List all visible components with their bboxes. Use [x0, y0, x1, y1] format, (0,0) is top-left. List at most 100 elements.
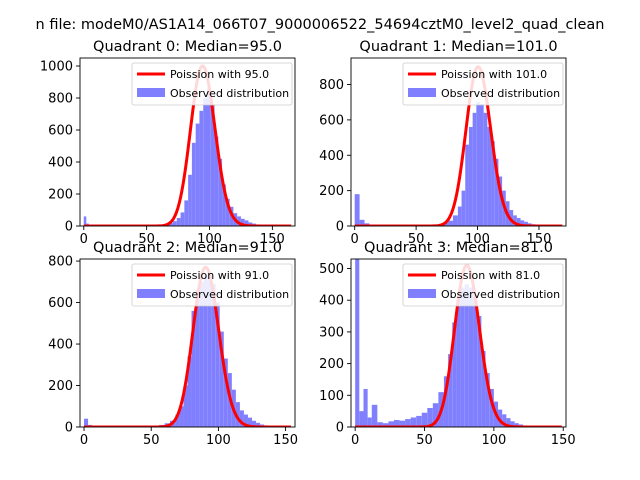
subplot-title: Quadrant 3: Median=81.0: [364, 240, 553, 256]
y-tick-label: 200: [319, 184, 344, 199]
x-tick-label: 150: [527, 232, 552, 247]
histogram-bar: [477, 316, 482, 427]
axes-frame: [79, 258, 296, 428]
y-tick-label: 200: [319, 357, 344, 372]
plot-area: [354, 65, 563, 226]
histogram-bar: [452, 215, 458, 226]
legend-frame: [402, 62, 564, 106]
histogram-bar: [427, 407, 433, 427]
legend-swatch-observed: [137, 88, 165, 97]
x-tick-label: 50: [416, 433, 433, 448]
histogram-bar: [399, 420, 406, 427]
legend-label-observed: Observed distribution: [441, 87, 560, 100]
legend-swatch-observed: [408, 289, 436, 298]
y-tick-label: 200: [48, 188, 73, 203]
histogram-bar: [195, 123, 200, 226]
y-tick-label: 100: [319, 389, 344, 404]
histogram-bar: [199, 281, 204, 427]
histogram-bar: [195, 290, 200, 427]
histogram-bar: [371, 404, 378, 427]
histogram-bar: [485, 373, 490, 427]
histogram-bar: [468, 126, 473, 226]
histogram-bar: [448, 220, 453, 226]
histogram-bar: [222, 184, 226, 226]
subplot-title: Quadrant 1: Median=101.0: [359, 39, 557, 55]
histogram-bar: [416, 415, 422, 427]
legend-swatch-observed: [408, 88, 436, 97]
histogram-bar: [219, 331, 224, 427]
y-tick-label: 500: [319, 262, 344, 277]
histogram-bar: [513, 215, 517, 226]
x-tick-label: 0: [351, 433, 359, 448]
histogram-bar: [218, 158, 223, 226]
histogram-bar: [169, 223, 174, 226]
figure-suptitle: n file: modeM0/AS1A14_066T07_9000006522_…: [36, 17, 605, 33]
histogram-bar: [494, 158, 499, 226]
histogram-bar: [184, 200, 189, 226]
subplot-title: Quadrant 0: Median=95.0: [93, 39, 282, 55]
histogram-bar: [243, 414, 248, 427]
histogram-bar: [240, 218, 245, 226]
histogram-bar: [421, 412, 428, 427]
histogram-bar: [481, 350, 486, 427]
histogram-bar: [480, 103, 484, 226]
histogram-bar: [514, 423, 519, 427]
subplot-quadrant-1: 0 50 100 150 0 200 400 600 800 Quadrant 1: Median…: [319, 39, 567, 247]
y-tick-label: 300: [319, 325, 344, 340]
y-tick-label: 400: [319, 294, 344, 309]
legend-label-poisson: Poission with 101.0: [441, 68, 547, 81]
legend-frame: [131, 263, 293, 307]
axes-frame: [350, 57, 567, 227]
subplot-quadrant-0: 0 50 100 150 0 200 400 600 800 1000 Quadrant 0: Me…: [40, 39, 296, 247]
histogram-bar: [175, 414, 180, 427]
x-tick-label: 50: [143, 433, 160, 448]
histogram-bar: [191, 142, 196, 226]
legend-label-observed: Observed distribution: [441, 288, 560, 301]
y-tick-label: 400: [48, 338, 73, 353]
histogram-bar: [215, 302, 220, 427]
histogram-bar: [377, 422, 383, 427]
x-tick-label: 150: [551, 433, 576, 448]
histogram-bar: [354, 194, 360, 226]
histogram-bar: [472, 112, 477, 226]
histogram-bar: [252, 420, 257, 427]
x-tick-label: 100: [206, 433, 231, 448]
x-tick-label: 50: [408, 232, 425, 247]
histogram-bar: [394, 420, 400, 427]
histogram-bar: [363, 388, 368, 427]
histogram-bar: [187, 356, 192, 427]
x-tick-label: 50: [138, 232, 155, 247]
legend-label-observed: Observed distribution: [170, 288, 289, 301]
legend-label-poisson: Poission with 81.0: [441, 269, 540, 282]
x-tick-label: 0: [351, 232, 359, 247]
histogram-bar: [239, 410, 244, 427]
y-tick-label: 0: [336, 421, 344, 436]
legend-label-observed: Observed distribution: [170, 87, 289, 100]
histogram-bar: [498, 176, 503, 226]
histogram-bar: [359, 411, 364, 427]
y-tick-label: 0: [336, 220, 344, 235]
histogram-bar: [367, 417, 372, 427]
histogram-bar: [465, 144, 469, 226]
axes-frame: [79, 57, 296, 227]
histogram-bar: [225, 198, 230, 226]
histogram-bar: [520, 220, 525, 226]
legend-swatch-observed: [137, 289, 165, 298]
y-tick-label: 600: [48, 124, 73, 139]
x-tick-label: 100: [481, 433, 506, 448]
histogram-bar: [506, 418, 511, 427]
y-tick-label: 800: [48, 255, 73, 270]
y-tick-label: 400: [48, 156, 73, 171]
histogram-bar: [183, 385, 188, 427]
histogram-bar: [487, 126, 492, 226]
histogram-bar: [248, 222, 253, 226]
histogram-bar: [464, 284, 469, 427]
histogram-bar: [388, 421, 394, 427]
legend: Poission with 95.0 Observed distribution: [131, 62, 293, 106]
histogram-bar: [188, 174, 192, 226]
histogram-bar: [476, 102, 480, 226]
histogram-bar: [382, 423, 389, 427]
histogram-bar: [210, 104, 215, 226]
subplot-quadrant-2: 0 50 100 150 0 200 400 600 800 Quadrant 2: Median…: [48, 240, 298, 448]
